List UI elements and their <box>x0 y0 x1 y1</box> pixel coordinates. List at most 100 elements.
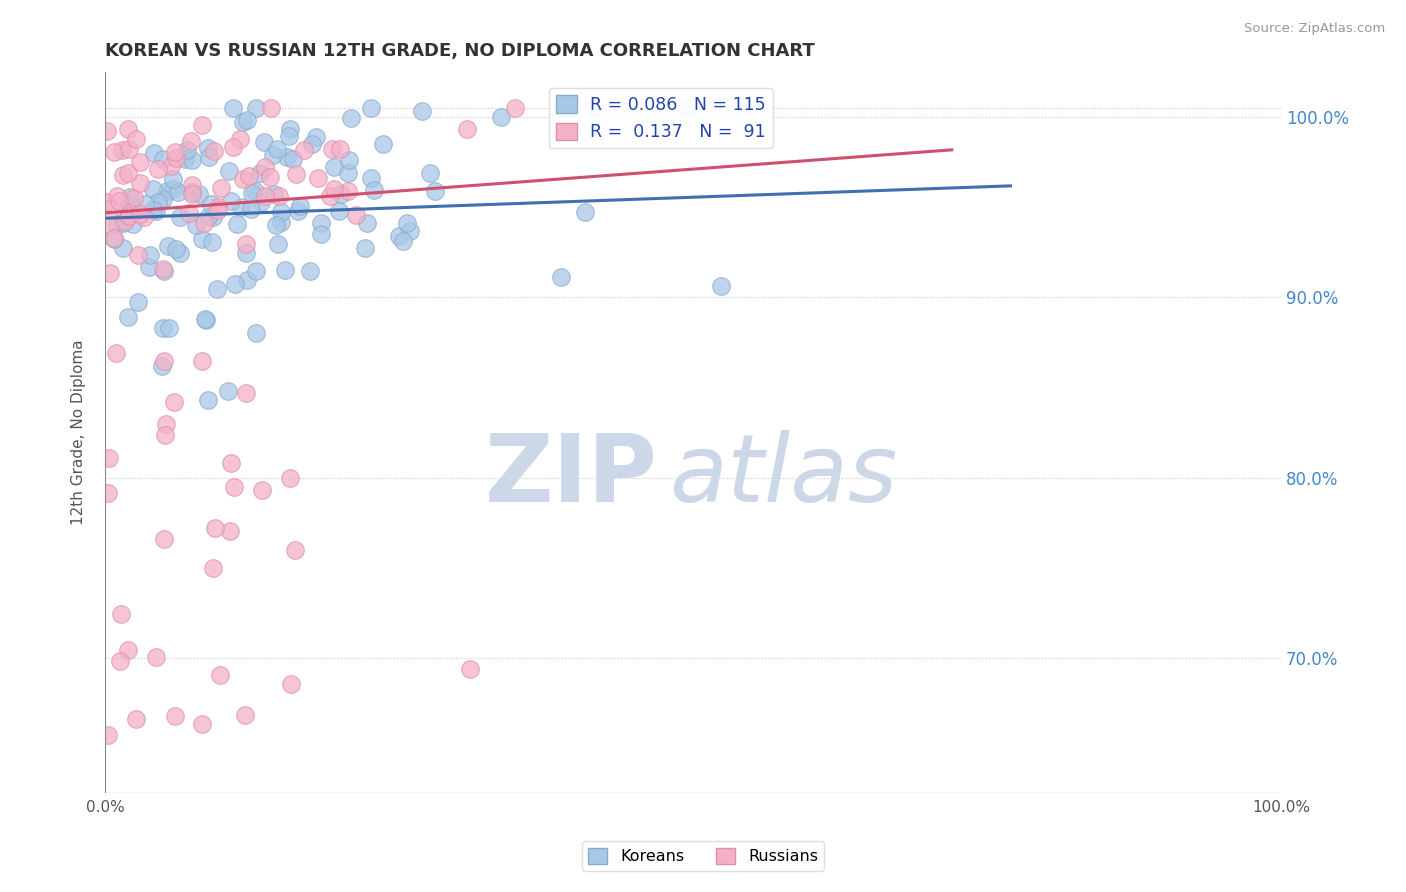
Text: atlas: atlas <box>669 430 897 521</box>
Point <box>134 196 156 211</box>
Point <box>207 203 229 218</box>
Point <box>269 189 291 203</box>
Point <box>191 118 214 132</box>
Point <box>162 182 184 196</box>
Point <box>209 181 232 195</box>
Point <box>243 184 266 198</box>
Point <box>197 392 219 407</box>
Point <box>311 227 333 241</box>
Point <box>388 228 411 243</box>
Point <box>108 654 131 668</box>
Point <box>188 186 211 201</box>
Point <box>398 224 420 238</box>
Text: Source: ZipAtlas.com: Source: ZipAtlas.com <box>1244 22 1385 36</box>
Point <box>278 121 301 136</box>
Point <box>165 243 187 257</box>
Point <box>201 235 224 250</box>
Point <box>118 142 141 156</box>
Point <box>574 205 596 219</box>
Point <box>339 153 361 168</box>
Point <box>165 709 187 723</box>
Point <box>118 198 141 212</box>
Point <box>156 184 179 198</box>
Point <box>124 205 146 219</box>
Point <box>197 150 219 164</box>
Point <box>253 160 276 174</box>
Point <box>181 178 204 193</box>
Point <box>100 218 122 232</box>
Point <box>228 132 250 146</box>
Point <box>205 282 228 296</box>
Point <box>323 182 346 196</box>
Point <box>202 211 225 225</box>
Point <box>166 185 188 199</box>
Point <box>162 172 184 186</box>
Point <box>363 183 385 197</box>
Point <box>152 532 174 546</box>
Point <box>169 245 191 260</box>
Point <box>121 200 143 214</box>
Point <box>107 194 129 208</box>
Point <box>267 237 290 252</box>
Point <box>344 209 367 223</box>
Point <box>114 214 136 228</box>
Point <box>208 668 231 682</box>
Point <box>305 130 328 145</box>
Point <box>336 166 359 180</box>
Point <box>330 186 353 201</box>
Point <box>245 326 267 341</box>
Point <box>232 172 254 186</box>
Point <box>270 215 292 229</box>
Point <box>270 205 292 219</box>
Point <box>103 231 125 245</box>
Point <box>292 143 315 157</box>
Point <box>191 716 214 731</box>
Point <box>278 471 301 485</box>
Point <box>321 142 343 156</box>
Point <box>371 136 394 151</box>
Point <box>150 359 173 373</box>
Point <box>98 202 121 217</box>
Point <box>233 708 256 723</box>
Point <box>117 121 139 136</box>
Point <box>307 170 329 185</box>
Point <box>177 205 200 219</box>
Point <box>197 141 219 155</box>
Point <box>155 417 177 431</box>
Point <box>156 239 179 253</box>
Point <box>360 170 382 185</box>
Point <box>96 124 118 138</box>
Point <box>557 102 579 116</box>
Point <box>120 189 142 203</box>
Point <box>197 210 219 224</box>
Point <box>336 184 359 198</box>
Point <box>396 216 419 230</box>
Point <box>117 166 139 180</box>
Point <box>142 181 165 195</box>
Point <box>159 321 181 335</box>
Legend: R = 0.086   N = 115, R =  0.137   N =  91: R = 0.086 N = 115, R = 0.137 N = 91 <box>548 88 773 148</box>
Point <box>264 219 287 233</box>
Point <box>112 216 135 230</box>
Point <box>456 122 478 136</box>
Point <box>202 144 225 158</box>
Point <box>503 102 526 116</box>
Point <box>97 485 120 500</box>
Point <box>253 189 276 203</box>
Point <box>280 677 302 691</box>
Point <box>250 483 273 497</box>
Point <box>169 210 191 224</box>
Point <box>550 269 572 284</box>
Point <box>145 204 167 219</box>
Point <box>104 346 127 360</box>
Point <box>152 152 174 166</box>
Point <box>284 543 307 558</box>
Point <box>125 132 148 146</box>
Point <box>411 103 433 118</box>
Point <box>309 216 332 230</box>
Point <box>250 195 273 210</box>
Point <box>176 143 198 157</box>
Point <box>253 135 276 149</box>
Point <box>128 154 150 169</box>
Point <box>105 189 128 203</box>
